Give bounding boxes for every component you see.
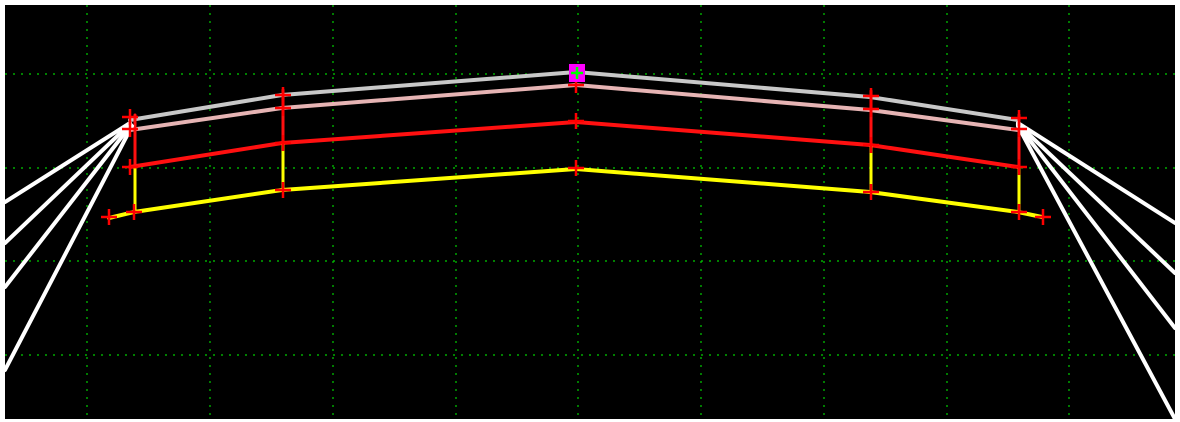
vertex-marker-15[interactable] <box>863 137 879 153</box>
grid-layer <box>5 5 1175 419</box>
vertex-marker-21[interactable] <box>1035 209 1051 225</box>
right-fan-line-4[interactable] <box>1016 124 1175 419</box>
left-fan-line-2[interactable] <box>5 122 132 245</box>
line-layer <box>5 70 1175 419</box>
left-fan-line-1[interactable] <box>5 121 132 204</box>
vertex-marker-4[interactable] <box>101 209 117 225</box>
vertex-marker-11[interactable] <box>568 113 584 129</box>
vertex-marker-3[interactable] <box>122 159 138 175</box>
vertex-marker-7[interactable] <box>275 100 291 116</box>
vertex-marker-16[interactable] <box>863 184 879 200</box>
left-fan-line-4[interactable] <box>5 124 134 372</box>
right-fan-line-1[interactable] <box>1016 121 1175 225</box>
right-fan-line-2[interactable] <box>1016 122 1175 275</box>
left-fan-line-3[interactable] <box>5 123 133 289</box>
profile-canvas[interactable] <box>5 5 1175 419</box>
right-fan-line-3[interactable] <box>1016 123 1175 330</box>
vertex-marker-19[interactable] <box>1011 159 1027 175</box>
vertex-marker-12[interactable] <box>568 160 584 176</box>
drawing-viewport[interactable] <box>5 5 1175 419</box>
vertex-marker-5[interactable] <box>126 204 142 220</box>
selection-layer <box>569 64 585 82</box>
yellow-profile-line[interactable] <box>107 167 1044 220</box>
vertex-marker-8[interactable] <box>275 135 291 151</box>
vertex-marker-18[interactable] <box>1011 121 1027 137</box>
vertex-marker-20[interactable] <box>1011 204 1027 220</box>
vertex-marker-9[interactable] <box>275 182 291 198</box>
marker-layer <box>101 77 1051 225</box>
selected-point-cross-icon <box>571 67 583 79</box>
vertex-marker-2[interactable] <box>122 121 138 137</box>
vertex-marker-14[interactable] <box>863 101 879 117</box>
red-profile-line[interactable] <box>128 120 1020 169</box>
